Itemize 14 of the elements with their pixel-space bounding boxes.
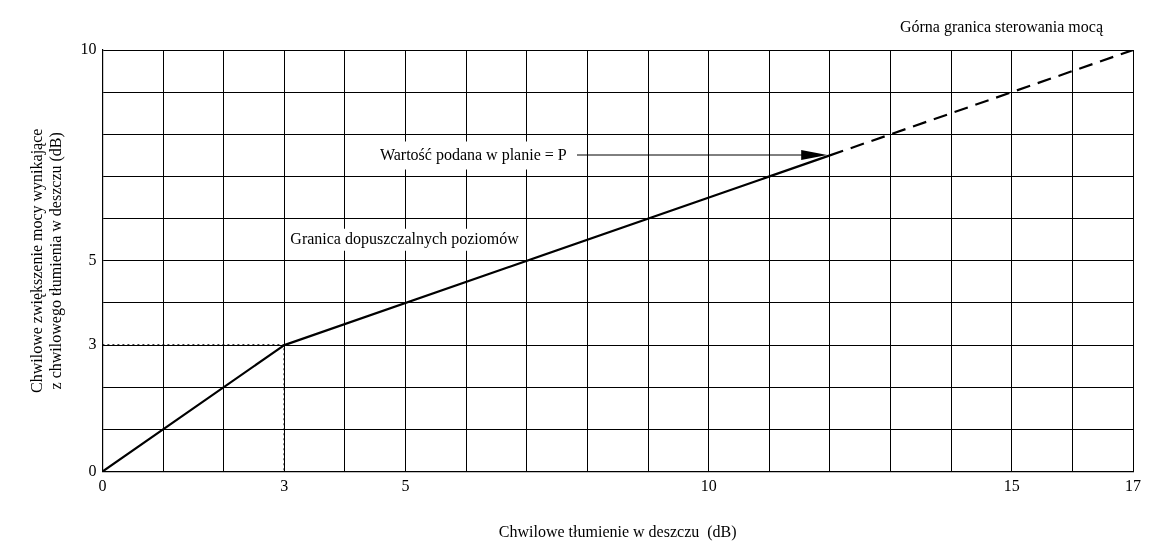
y-tick-label: 10 — [80, 40, 97, 58]
annotation: Granica dopuszczalnych poziomów — [290, 229, 520, 248]
y-tick-label: 5 — [88, 251, 97, 268]
annotation: Wartość podana w planie = P — [379, 145, 567, 164]
y-axis-title: Chwilowe zwiększenie mocy wynikające z chwilowego tłumienia w deszczu (dB) — [27, 128, 65, 393]
x-tick-label: 17 — [1125, 477, 1141, 495]
y-tick-label: 3 — [88, 335, 97, 353]
y-tick-label: 0 — [88, 461, 97, 479]
x-tick-label: 15 — [1003, 477, 1020, 495]
x-tick-label: 5 — [401, 477, 410, 495]
x-axis-title: Chwilowe tłumienie w deszczu (dB) — [498, 522, 737, 541]
text: Górna granica sterowania mocą — [899, 18, 1104, 37]
x-tick-label: 3 — [280, 477, 289, 495]
x-tick-label: 10 — [700, 477, 717, 495]
